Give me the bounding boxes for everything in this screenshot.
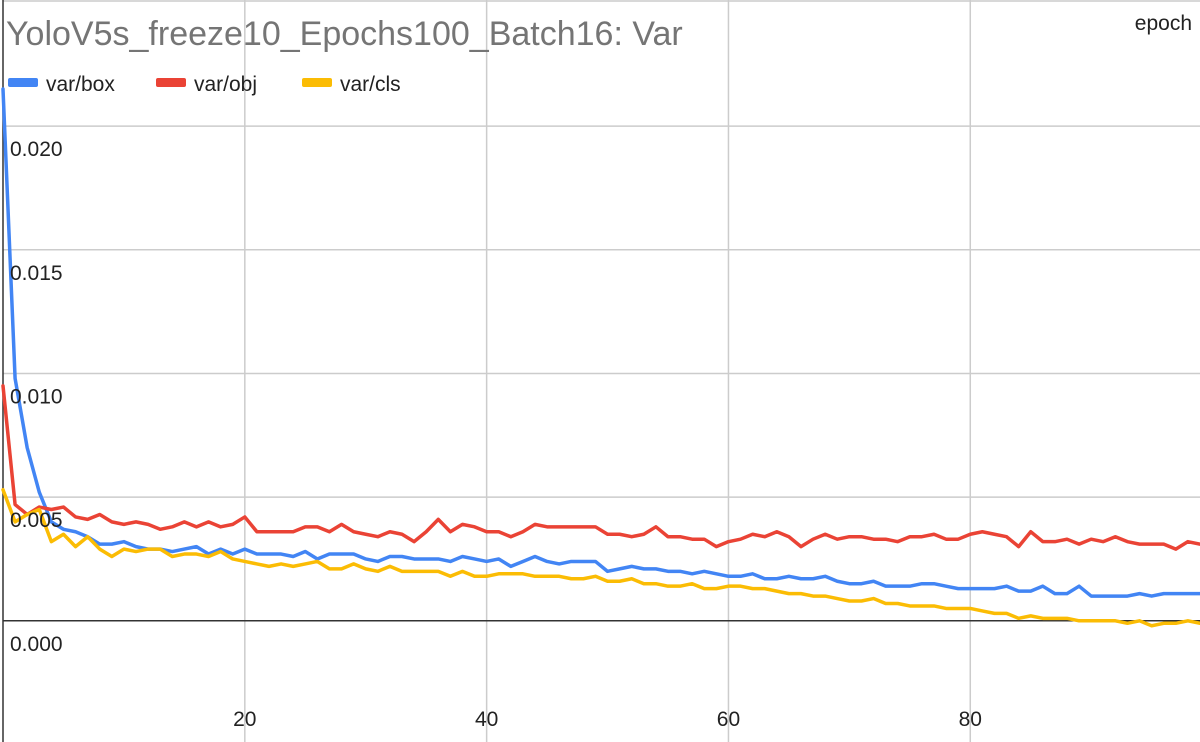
legend-label: var/cls bbox=[340, 73, 401, 96]
x-tick-label: 80 bbox=[959, 708, 982, 731]
x-tick-label: 60 bbox=[717, 708, 740, 731]
chart-title: YoloV5s_freeze10_Epochs100_Batch16: Var bbox=[6, 15, 683, 53]
y-tick-label: 0.000 bbox=[10, 633, 63, 656]
legend-label: var/obj bbox=[194, 73, 257, 96]
series-line-var-obj bbox=[1, 384, 1200, 551]
legend-swatch bbox=[302, 78, 332, 87]
y-tick-label: 0.020 bbox=[10, 138, 63, 161]
legend-swatch bbox=[156, 78, 186, 87]
legend-swatch bbox=[8, 78, 38, 87]
series-line-var-cls bbox=[1, 487, 1200, 628]
series-line-var-box bbox=[1, 87, 1200, 598]
gridlines bbox=[3, 0, 1200, 742]
series-lines bbox=[1, 87, 1200, 628]
tick-labels: 20 40 60 80 0.000 0.005 0.010 0.015 0.020 bbox=[10, 138, 982, 731]
legend-label: var/box bbox=[46, 73, 115, 96]
y-tick-label: 0.010 bbox=[10, 385, 63, 408]
y-tick-label: 0.005 bbox=[10, 509, 63, 532]
x-tick-label: 20 bbox=[233, 708, 256, 731]
x-tick-label: 40 bbox=[475, 708, 498, 731]
legend: var/box var/obj var/cls bbox=[8, 73, 401, 96]
y-tick-label: 0.015 bbox=[10, 262, 63, 285]
x-axis-label: epoch bbox=[1135, 12, 1192, 35]
